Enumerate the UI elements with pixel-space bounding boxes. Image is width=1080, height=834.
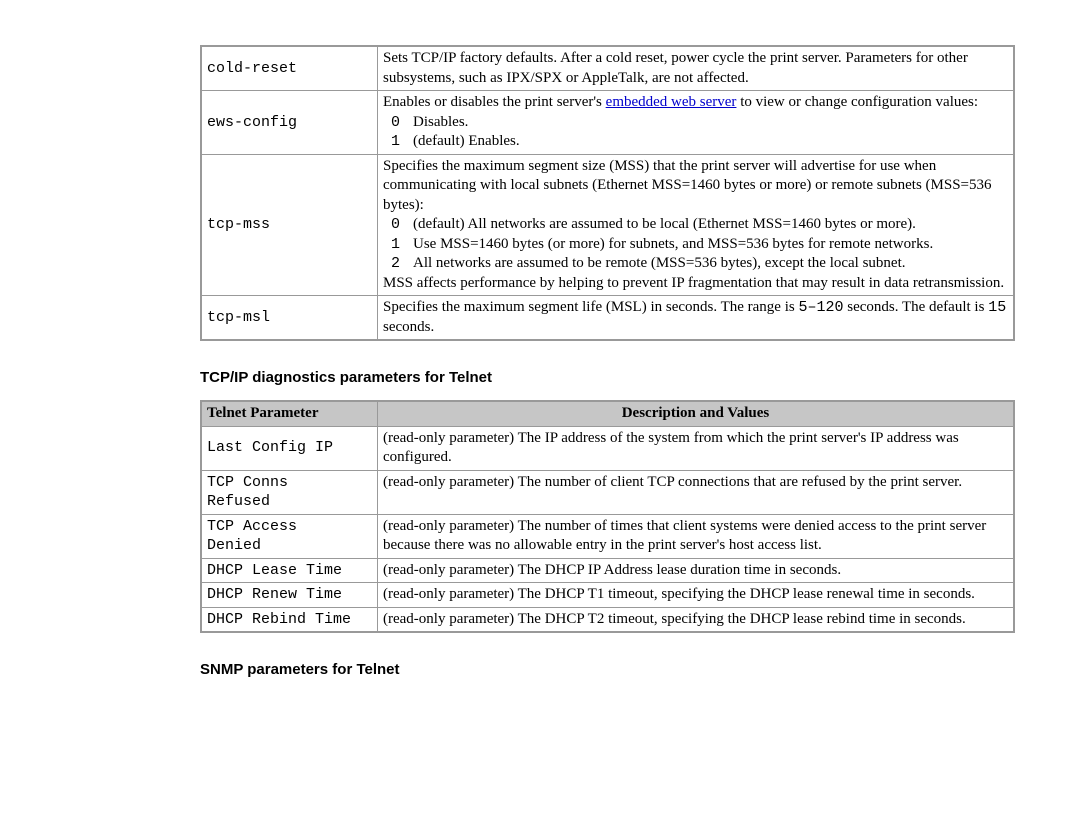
- section-heading-diagnostics: TCP/IP diagnostics parameters for Telnet: [200, 369, 1015, 386]
- param-cell: TCP Conns Refused: [201, 470, 378, 514]
- desc-text: to view or change configuration values:: [736, 94, 978, 110]
- param-cell: cold-reset: [201, 46, 378, 91]
- desc-cell: (read-only parameter) The number of time…: [378, 514, 1015, 558]
- enum-item: 0(default) All networks are assumed to b…: [383, 215, 1008, 235]
- param-cell: TCP Access Denied: [201, 514, 378, 558]
- desc-cell: (read-only parameter) The IP address of …: [378, 426, 1015, 470]
- enum-item: 2All networks are assumed to be remote (…: [383, 254, 1008, 274]
- table-row: DHCP Lease Time (read-only parameter) Th…: [201, 558, 1014, 583]
- table-row: ews-config Enables or disables the print…: [201, 91, 1014, 155]
- default-value: 15: [988, 299, 1006, 316]
- desc-cell: Specifies the maximum segment life (MSL)…: [378, 296, 1015, 341]
- table-row: Last Config IP (read-only parameter) The…: [201, 426, 1014, 470]
- param-cell: Last Config IP: [201, 426, 378, 470]
- column-header-desc: Description and Values: [378, 401, 1015, 426]
- enum-number: 1: [383, 132, 413, 152]
- param-cell: DHCP Lease Time: [201, 558, 378, 583]
- enum-number: 0: [383, 113, 413, 133]
- desc-cell: (read-only parameter) The number of clie…: [378, 470, 1015, 514]
- table-row: DHCP Rebind Time (read-only parameter) T…: [201, 607, 1014, 632]
- section-heading-snmp: SNMP parameters for Telnet: [200, 661, 1015, 678]
- desc-text: seconds.: [383, 319, 434, 335]
- desc-text: seconds. The default is: [843, 299, 988, 315]
- param-cell: tcp-mss: [201, 154, 378, 296]
- range-value: 5–120: [798, 299, 843, 316]
- enum-text: Disables.: [413, 114, 468, 130]
- desc-cell: (read-only parameter) The DHCP T2 timeou…: [378, 607, 1015, 632]
- enum-number: 1: [383, 235, 413, 255]
- desc-text: Specifies the maximum segment life (MSL)…: [383, 299, 798, 315]
- enum-item: 1(default) Enables.: [383, 132, 1008, 152]
- desc-cell: Sets TCP/IP factory defaults. After a co…: [378, 46, 1015, 91]
- table-row: tcp-msl Specifies the maximum segment li…: [201, 296, 1014, 341]
- table-row: DHCP Renew Time (read-only parameter) Th…: [201, 583, 1014, 608]
- enum-text: (default) Enables.: [413, 133, 520, 149]
- param-cell: DHCP Rebind Time: [201, 607, 378, 632]
- column-header-param: Telnet Parameter: [201, 401, 378, 426]
- desc-text: MSS affects performance by helping to pr…: [383, 275, 1004, 291]
- enum-number: 0: [383, 215, 413, 235]
- enum-item: 0Disables.: [383, 113, 1008, 133]
- table-row: TCP Access Denied (read-only parameter) …: [201, 514, 1014, 558]
- enum-text: (default) All networks are assumed to be…: [413, 216, 916, 232]
- enum-text: Use MSS=1460 bytes (or more) for subnets…: [413, 236, 933, 252]
- param-cell: ews-config: [201, 91, 378, 155]
- desc-cell: (read-only parameter) The DHCP IP Addres…: [378, 558, 1015, 583]
- param-cell: tcp-msl: [201, 296, 378, 341]
- desc-cell: Specifies the maximum segment size (MSS)…: [378, 154, 1015, 296]
- embedded-web-server-link[interactable]: embedded web server: [606, 94, 737, 110]
- desc-cell: (read-only parameter) The DHCP T1 timeou…: [378, 583, 1015, 608]
- table-row: TCP Conns Refused (read-only parameter) …: [201, 470, 1014, 514]
- enum-text: All networks are assumed to be remote (M…: [413, 255, 906, 271]
- table-row: tcp-mss Specifies the maximum segment si…: [201, 154, 1014, 296]
- desc-cell: Enables or disables the print server's e…: [378, 91, 1015, 155]
- param-cell: DHCP Renew Time: [201, 583, 378, 608]
- table-header-row: Telnet Parameter Description and Values: [201, 401, 1014, 426]
- tcpip-params-table: cold-reset Sets TCP/IP factory defaults.…: [200, 45, 1015, 341]
- desc-text: Enables or disables the print server's: [383, 94, 606, 110]
- enum-item: 1Use MSS=1460 bytes (or more) for subnet…: [383, 235, 1008, 255]
- table-row: cold-reset Sets TCP/IP factory defaults.…: [201, 46, 1014, 91]
- diagnostics-table: Telnet Parameter Description and Values …: [200, 400, 1015, 633]
- desc-text: Specifies the maximum segment size (MSS)…: [383, 158, 992, 213]
- enum-number: 2: [383, 254, 413, 274]
